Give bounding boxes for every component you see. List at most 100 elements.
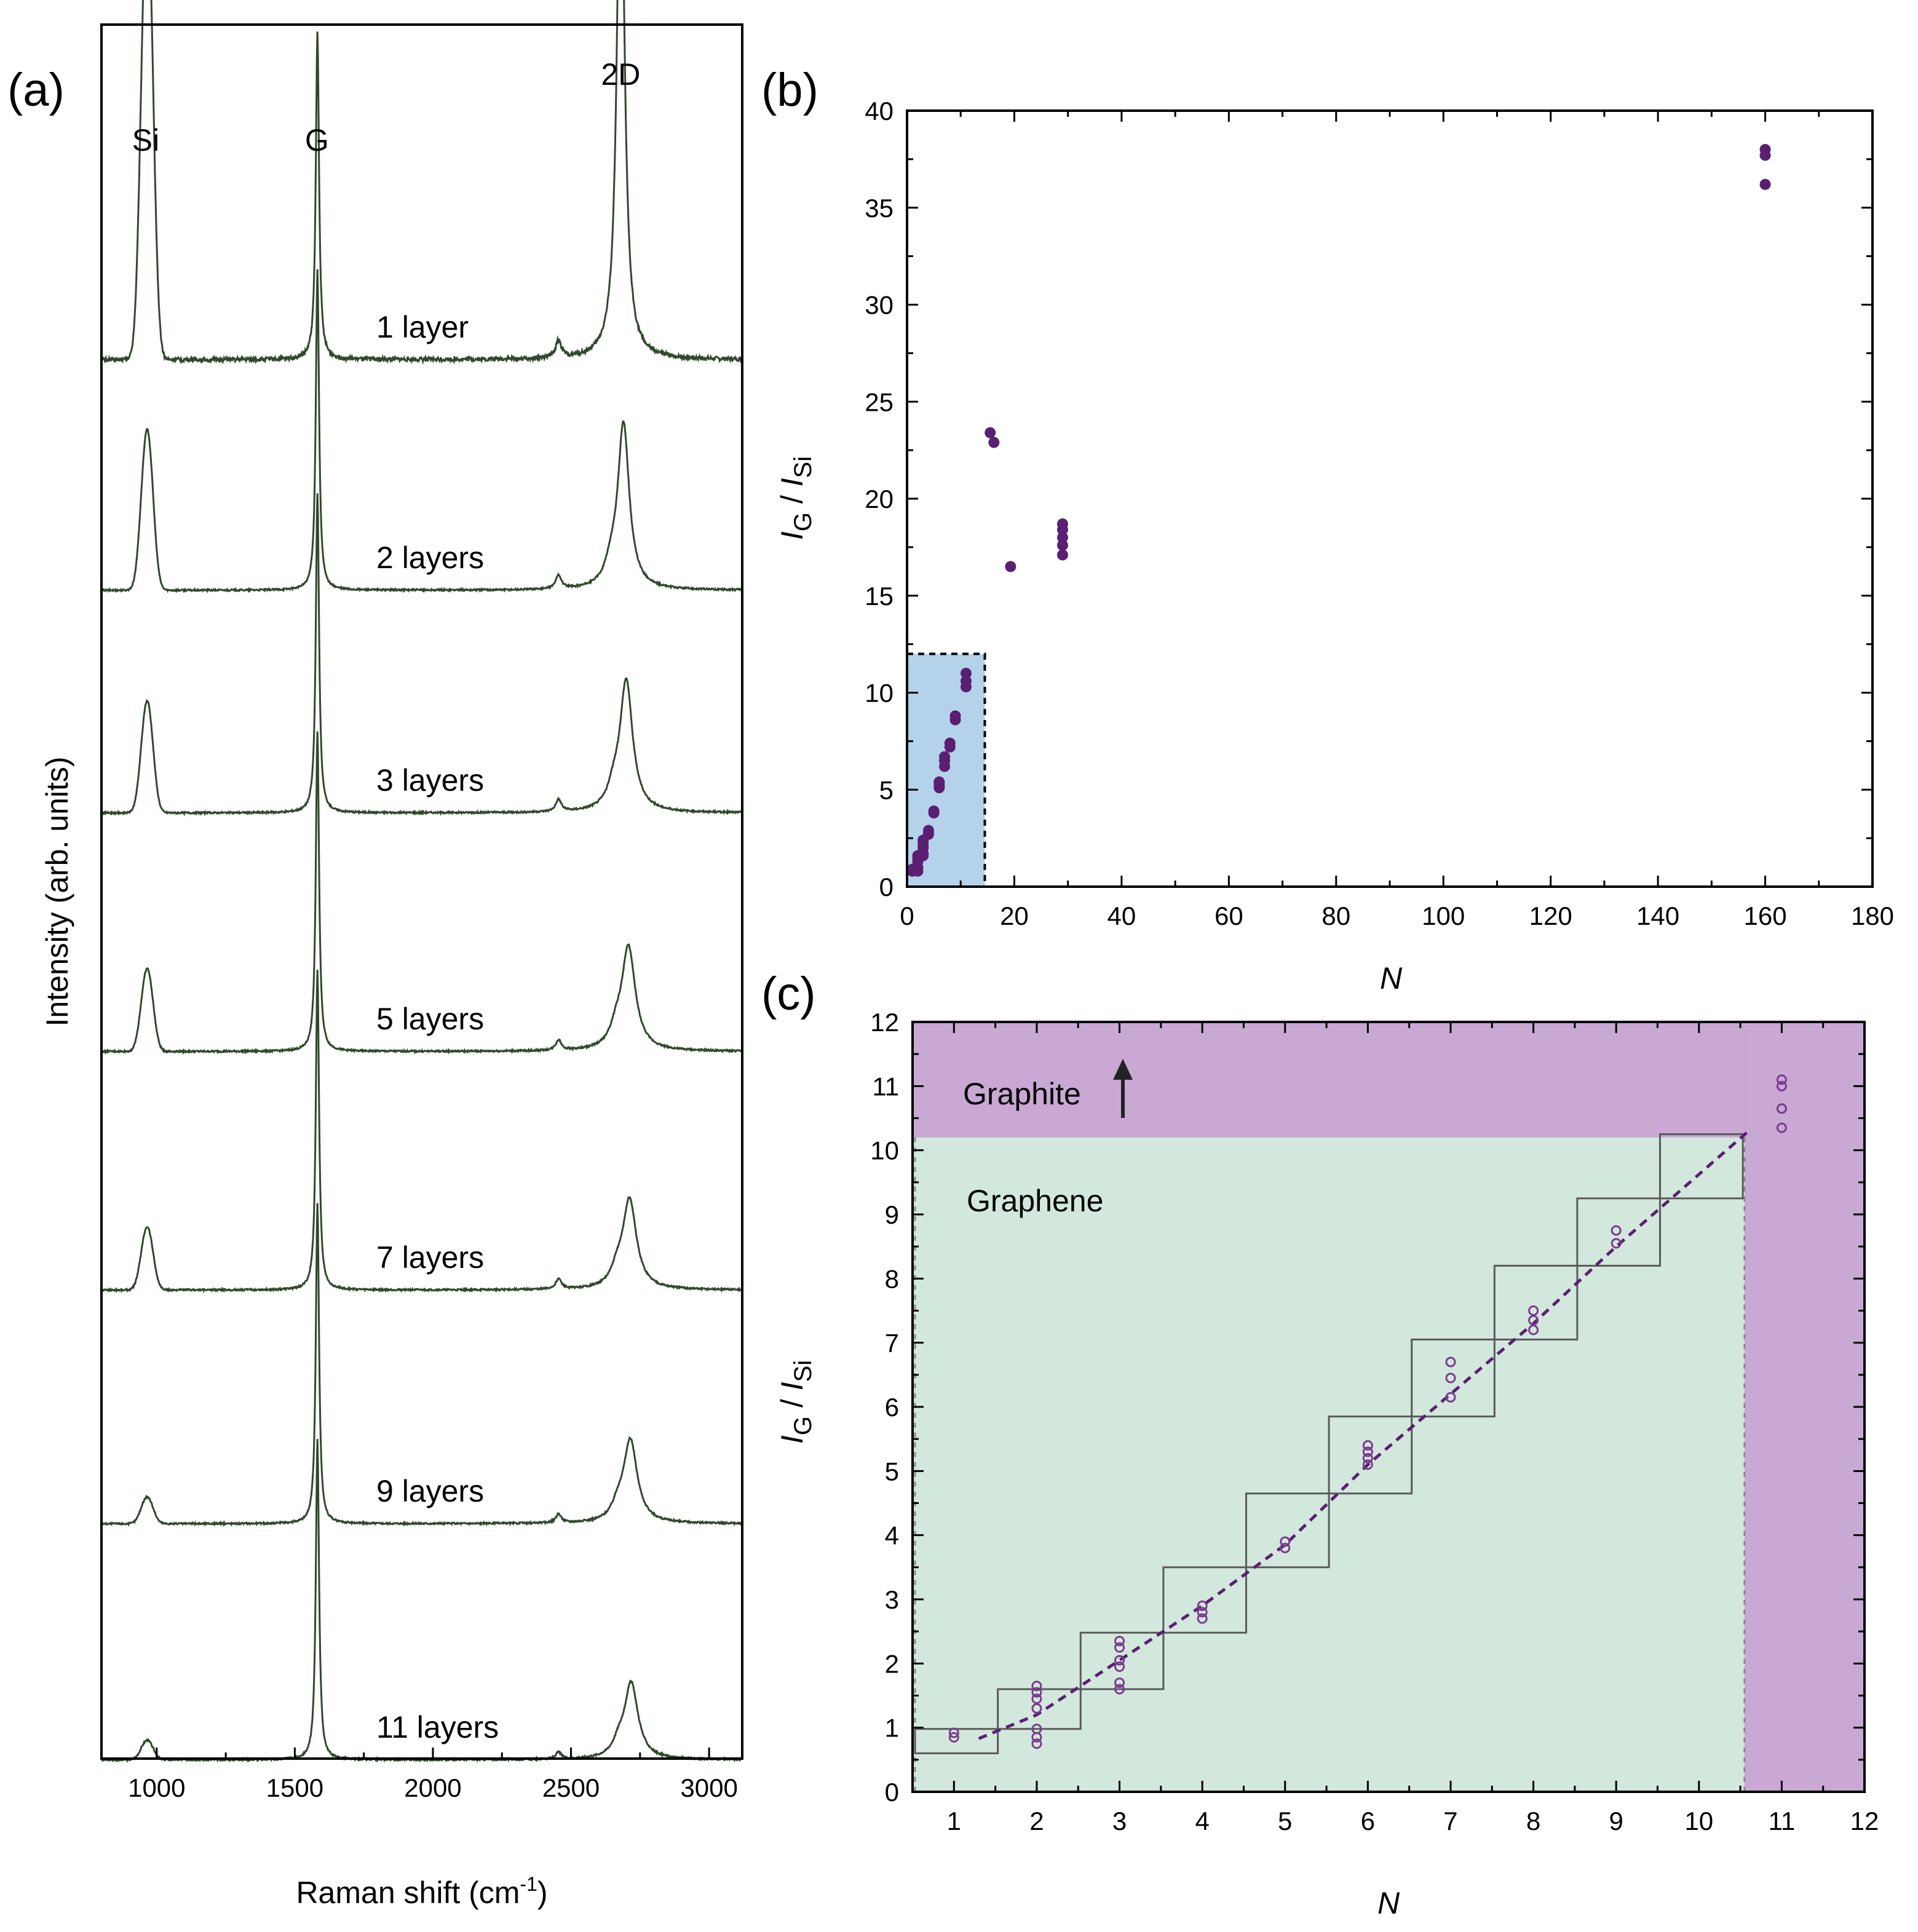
a-peak-labels: Si G 2D	[132, 57, 641, 157]
c-data-point	[1197, 1600, 1208, 1611]
c-data-point	[1114, 1655, 1125, 1666]
a-trace-label: 5 layers	[376, 1002, 484, 1036]
c-data-point	[1280, 1543, 1291, 1554]
a-peak-label: G	[305, 123, 329, 157]
a-trace	[100, 731, 743, 1055]
c-data-point	[948, 1732, 959, 1743]
c-x-tick-label: 9	[1609, 1807, 1623, 1835]
c-data-point	[1611, 1238, 1622, 1249]
a-trace-label: 11 layers	[376, 1710, 499, 1744]
a-trace-label: 2 layers	[376, 540, 484, 575]
c-y-tick-label: 4	[885, 1521, 899, 1550]
c-x-tick-label: 3	[1112, 1807, 1127, 1835]
a-x-tick-label: 2500	[542, 1773, 600, 1802]
a-x-tick-label: 1500	[266, 1773, 323, 1802]
c-data-point	[948, 1727, 959, 1738]
a-peak-label: 2D	[601, 57, 640, 92]
b-data-point	[949, 710, 961, 722]
c-data-point	[1114, 1677, 1125, 1689]
c-step-box	[1328, 1415, 1413, 1495]
b-data-point	[1056, 518, 1068, 530]
c-x-axis-label: N	[1377, 1886, 1400, 1920]
c-data-point	[1528, 1315, 1539, 1326]
c-data-point	[1280, 1536, 1291, 1547]
c-graphite-label: Graphite	[963, 1077, 1081, 1111]
c-graphene-label: Graphene	[967, 1184, 1103, 1218]
b-data-point	[960, 675, 972, 687]
c-data-point	[1776, 1074, 1787, 1085]
a-trace	[100, 493, 743, 817]
c-y-tick-label: 11	[872, 1072, 899, 1101]
a-trace-label: 3 layers	[376, 763, 484, 798]
b-data-point	[1056, 532, 1068, 544]
b-x-tick-label: 20	[1000, 901, 1029, 930]
c-step-box	[1659, 1133, 1744, 1200]
c-data-point	[1197, 1613, 1208, 1624]
b-x-tick-label: 160	[1744, 901, 1787, 930]
c-steps	[914, 1133, 1744, 1754]
c-graphite-region-top	[913, 1022, 1865, 1138]
b-x-tick-label: 100	[1422, 901, 1465, 930]
b-data-point	[933, 776, 945, 788]
c-y-axis-label: IG / ISi	[775, 1360, 817, 1444]
c-data-point	[1031, 1738, 1042, 1749]
b-data-point	[944, 737, 956, 749]
a-x-tick-label: 2000	[404, 1773, 461, 1802]
c-data-point	[1445, 1372, 1456, 1384]
b-y-tick-label: 10	[865, 679, 894, 708]
c-y-tick-label: 5	[885, 1457, 899, 1486]
c-x-tick-label: 6	[1361, 1807, 1375, 1835]
c-y-tick-label: 10	[870, 1136, 899, 1165]
a-trace	[100, 269, 743, 593]
a-x-tick-label: 3000	[680, 1773, 737, 1802]
b-data-point	[1056, 539, 1068, 551]
b-data-point	[1759, 144, 1771, 156]
a-peak-label: Si	[132, 123, 159, 157]
c-data-point	[1362, 1440, 1373, 1451]
b-y-tick-label: 15	[865, 582, 894, 611]
panel-a-frame	[100, 23, 743, 1760]
b-data-point	[985, 427, 996, 438]
b-y-tick-label: 40	[865, 97, 894, 125]
c-data-point	[1362, 1452, 1373, 1463]
c-up-arrow-icon	[1113, 1059, 1133, 1118]
a-trace-label: 7 layers	[376, 1240, 484, 1275]
a-x-axis-label: Raman shift (cm-1)	[296, 1873, 547, 1910]
c-x-tick-label: 11	[1769, 1807, 1796, 1835]
c-x-tick-label: 1	[947, 1807, 961, 1835]
c-y-tick-label: 1	[885, 1714, 899, 1743]
c-data-point	[1362, 1459, 1373, 1470]
c-x-tick-label: 7	[1443, 1807, 1457, 1835]
c-data-point	[1776, 1103, 1787, 1114]
b-data-point	[1005, 561, 1016, 572]
c-x-tick-label: 12	[1850, 1807, 1879, 1835]
c-data-point	[1528, 1324, 1539, 1336]
panel-c-letter: (c)	[761, 968, 816, 1020]
c-step-box	[1576, 1197, 1662, 1267]
c-y-tick-label: 7	[885, 1329, 899, 1358]
b-data-point	[988, 437, 1000, 448]
c-step-box	[1411, 1338, 1496, 1418]
b-y-tick-label: 35	[865, 194, 894, 223]
c-y-tick-label: 12	[870, 1008, 899, 1037]
c-y-tick-label: 8	[885, 1264, 899, 1293]
c-y-tick-label: 6	[885, 1393, 899, 1422]
c-y-tick-label: 2	[885, 1649, 899, 1678]
c-data-point	[1031, 1681, 1042, 1692]
b-x-axis-label: N	[1380, 961, 1403, 996]
b-y-tick-label: 25	[865, 387, 894, 416]
c-x-tick-label: 8	[1526, 1807, 1540, 1835]
c-data-point	[1031, 1724, 1042, 1735]
b-y-tick-label: 20	[865, 485, 894, 513]
b-x-tick-label: 120	[1529, 901, 1572, 930]
a-traces: 1 layer 2 layers 3 layers 5 layers 7 layers 9…	[100, 0, 743, 1764]
b-y-tick-label: 30	[865, 291, 894, 320]
c-step-box	[1162, 1566, 1247, 1634]
c-data-point	[1114, 1636, 1125, 1647]
b-x-tick-label: 60	[1215, 901, 1243, 930]
a-trace-label: 1 layer	[376, 310, 469, 344]
b-data-point	[928, 805, 940, 817]
